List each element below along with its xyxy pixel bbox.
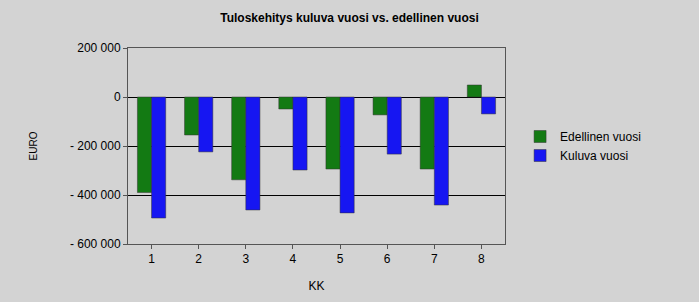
- svg-text:3: 3: [242, 252, 249, 266]
- svg-text:- 200 000: - 200 000: [70, 139, 121, 153]
- svg-text:7: 7: [431, 252, 438, 266]
- svg-text:EURO: EURO: [28, 131, 39, 160]
- svg-text:0: 0: [114, 90, 121, 104]
- svg-text:1: 1: [148, 252, 155, 266]
- svg-text:8: 8: [478, 252, 485, 266]
- svg-text:- 400 000: - 400 000: [70, 188, 121, 202]
- svg-text:- 600 000: - 600 000: [70, 237, 121, 251]
- svg-text:Tuloskehitys kuluva vuosi vs.: Tuloskehitys kuluva vuosi vs. edellinen …: [220, 11, 479, 25]
- svg-text:5: 5: [337, 252, 344, 266]
- svg-text:2: 2: [195, 252, 202, 266]
- svg-text:KK: KK: [308, 279, 324, 293]
- svg-text:6: 6: [384, 252, 391, 266]
- svg-text:Kuluva vuosi: Kuluva vuosi: [560, 149, 628, 163]
- svg-text:200 000: 200 000: [77, 41, 121, 55]
- svg-text:Edellinen vuosi: Edellinen vuosi: [560, 130, 641, 144]
- svg-text:4: 4: [290, 252, 297, 266]
